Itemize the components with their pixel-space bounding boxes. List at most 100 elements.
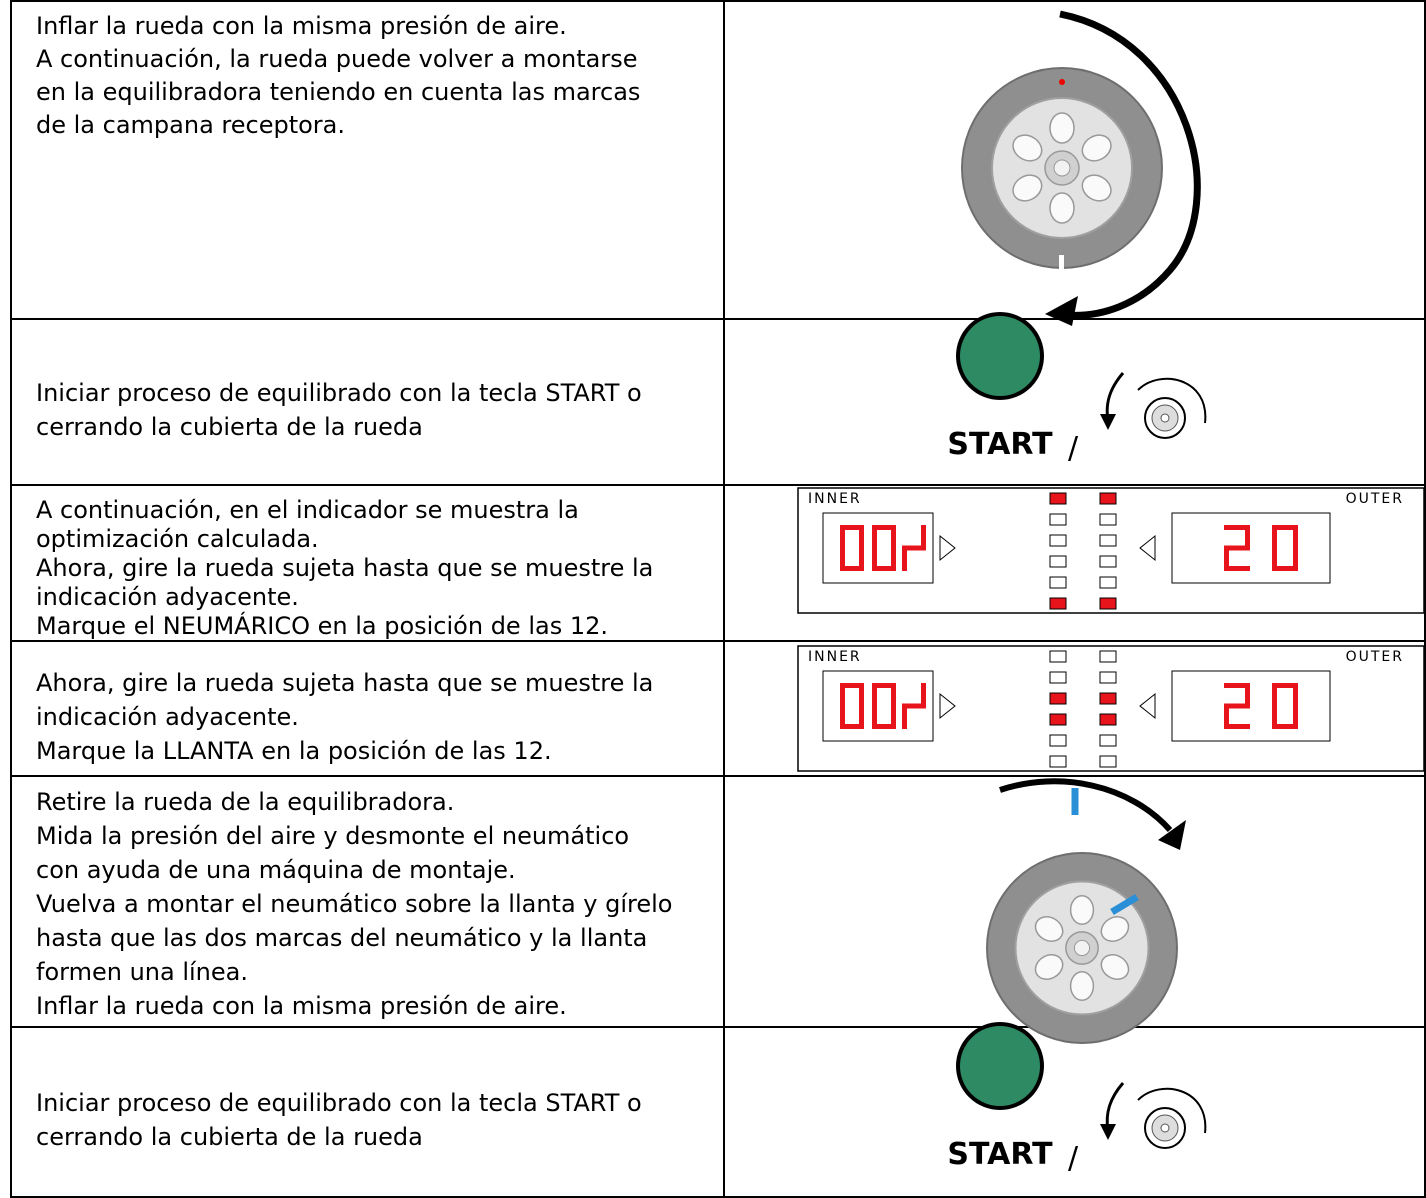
rim-hole <box>1081 174 1112 202</box>
led <box>1049 713 1067 726</box>
hub-center <box>1073 939 1091 957</box>
led <box>1099 671 1117 684</box>
rim-hole <box>1034 954 1064 980</box>
segment <box>1224 525 1250 530</box>
text-line: Iniciar proceso de equilibrado con la te… <box>36 379 642 407</box>
led <box>1099 534 1117 547</box>
outer-window <box>1171 670 1331 742</box>
segment <box>902 706 907 729</box>
segment <box>859 548 864 571</box>
text-line: indicación adyacente. <box>36 583 299 611</box>
hub-center <box>1053 159 1071 177</box>
segment <box>1224 683 1250 688</box>
led <box>1049 671 1067 684</box>
segment <box>1272 525 1277 548</box>
text-line: Retire la rueda de la equilibradora. <box>36 788 455 816</box>
text-line: Inflar la rueda con la misma presión de … <box>36 992 567 1020</box>
text-cell: Inflar la rueda con la misma presión de … <box>10 0 725 320</box>
segment <box>872 566 896 571</box>
red-mark <box>1059 79 1065 85</box>
segment <box>872 548 877 571</box>
segment <box>1224 548 1229 571</box>
segment <box>1272 525 1298 530</box>
led <box>1099 734 1117 747</box>
led <box>1049 692 1067 705</box>
led <box>1099 597 1117 610</box>
cover-arc <box>1137 1087 1207 1134</box>
rim-mark <box>1110 893 1139 916</box>
led <box>1099 692 1117 705</box>
text-line: Mida la presión del aire y desmonte el n… <box>36 822 630 850</box>
separator: / <box>1068 1141 1079 1176</box>
text-line: en la equilibradora teniendo en cuenta l… <box>36 78 641 106</box>
segment <box>859 525 864 548</box>
led <box>1049 492 1067 505</box>
small-hub <box>1160 1123 1170 1133</box>
start-button[interactable] <box>956 1022 1044 1110</box>
segment <box>1293 683 1298 706</box>
pointer-left <box>939 692 956 720</box>
led <box>1049 734 1067 747</box>
led <box>1049 650 1067 663</box>
rim-hole <box>1012 174 1043 202</box>
segment <box>891 683 896 706</box>
segment <box>1272 566 1298 571</box>
segment <box>840 683 845 706</box>
segment <box>840 525 864 530</box>
segment <box>1224 703 1250 709</box>
segment <box>872 683 896 688</box>
instruction: Inflar la rueda con la misma presión de … <box>36 10 717 142</box>
led <box>1099 492 1117 505</box>
cover-arrow-head <box>1100 1124 1116 1140</box>
segment <box>1224 706 1229 729</box>
text-line: A continuación, en el indicador se muest… <box>36 496 579 524</box>
rotation-arrow <box>999 778 1173 832</box>
text-line: Ahora, gire la rueda sujeta hasta que se… <box>36 668 654 697</box>
led <box>1099 513 1117 526</box>
segment <box>1224 545 1250 551</box>
led <box>1049 576 1067 589</box>
text-line: Iniciar proceso de equilibrado con la te… <box>36 1089 642 1117</box>
rotation-arrow <box>1059 10 1201 319</box>
segment <box>1272 683 1277 706</box>
segment <box>891 706 896 729</box>
segment <box>840 548 845 571</box>
arrow-head <box>1045 296 1078 326</box>
segment <box>872 706 877 729</box>
cover-arrow <box>1105 372 1125 421</box>
segment <box>891 548 896 571</box>
rim-hole <box>1100 954 1130 980</box>
text-line: con ayuda de una máquina de montaje. <box>36 856 516 884</box>
segment <box>902 548 907 571</box>
segment <box>872 724 896 729</box>
led <box>1049 513 1067 526</box>
led <box>1099 650 1117 663</box>
led <box>1099 713 1117 726</box>
rim-hole <box>1069 971 1095 1001</box>
start-button[interactable] <box>956 312 1044 400</box>
rim-hole <box>1049 112 1075 144</box>
rim-hole <box>1034 916 1064 942</box>
led <box>1049 597 1067 610</box>
pointer-left <box>939 534 956 562</box>
led <box>1099 576 1117 589</box>
text-line: de la campana receptora. <box>36 111 345 139</box>
text-line: A continuación, la rueda puede volver a … <box>36 45 638 73</box>
small-hub <box>1160 413 1170 423</box>
text-line: hasta que las dos marcas del neumático y… <box>36 924 648 952</box>
separator: / <box>1068 431 1079 466</box>
instruction: Iniciar proceso de equilibrado con la te… <box>36 1086 717 1154</box>
segment <box>1293 525 1298 548</box>
text-cell: Retire la rueda de la equilibradora. Mida… <box>10 775 725 1028</box>
rim-hole <box>1069 895 1095 925</box>
text-line: cerrando la cubierta de la rueda <box>36 1123 423 1151</box>
text-line: formen una línea. <box>36 958 248 986</box>
segment <box>859 683 864 706</box>
inner-label: INNER <box>808 491 862 507</box>
led <box>1049 755 1067 768</box>
instruction: Iniciar proceso de equilibrado con la te… <box>36 376 717 444</box>
outer-window <box>1171 512 1331 584</box>
led <box>1099 755 1117 768</box>
